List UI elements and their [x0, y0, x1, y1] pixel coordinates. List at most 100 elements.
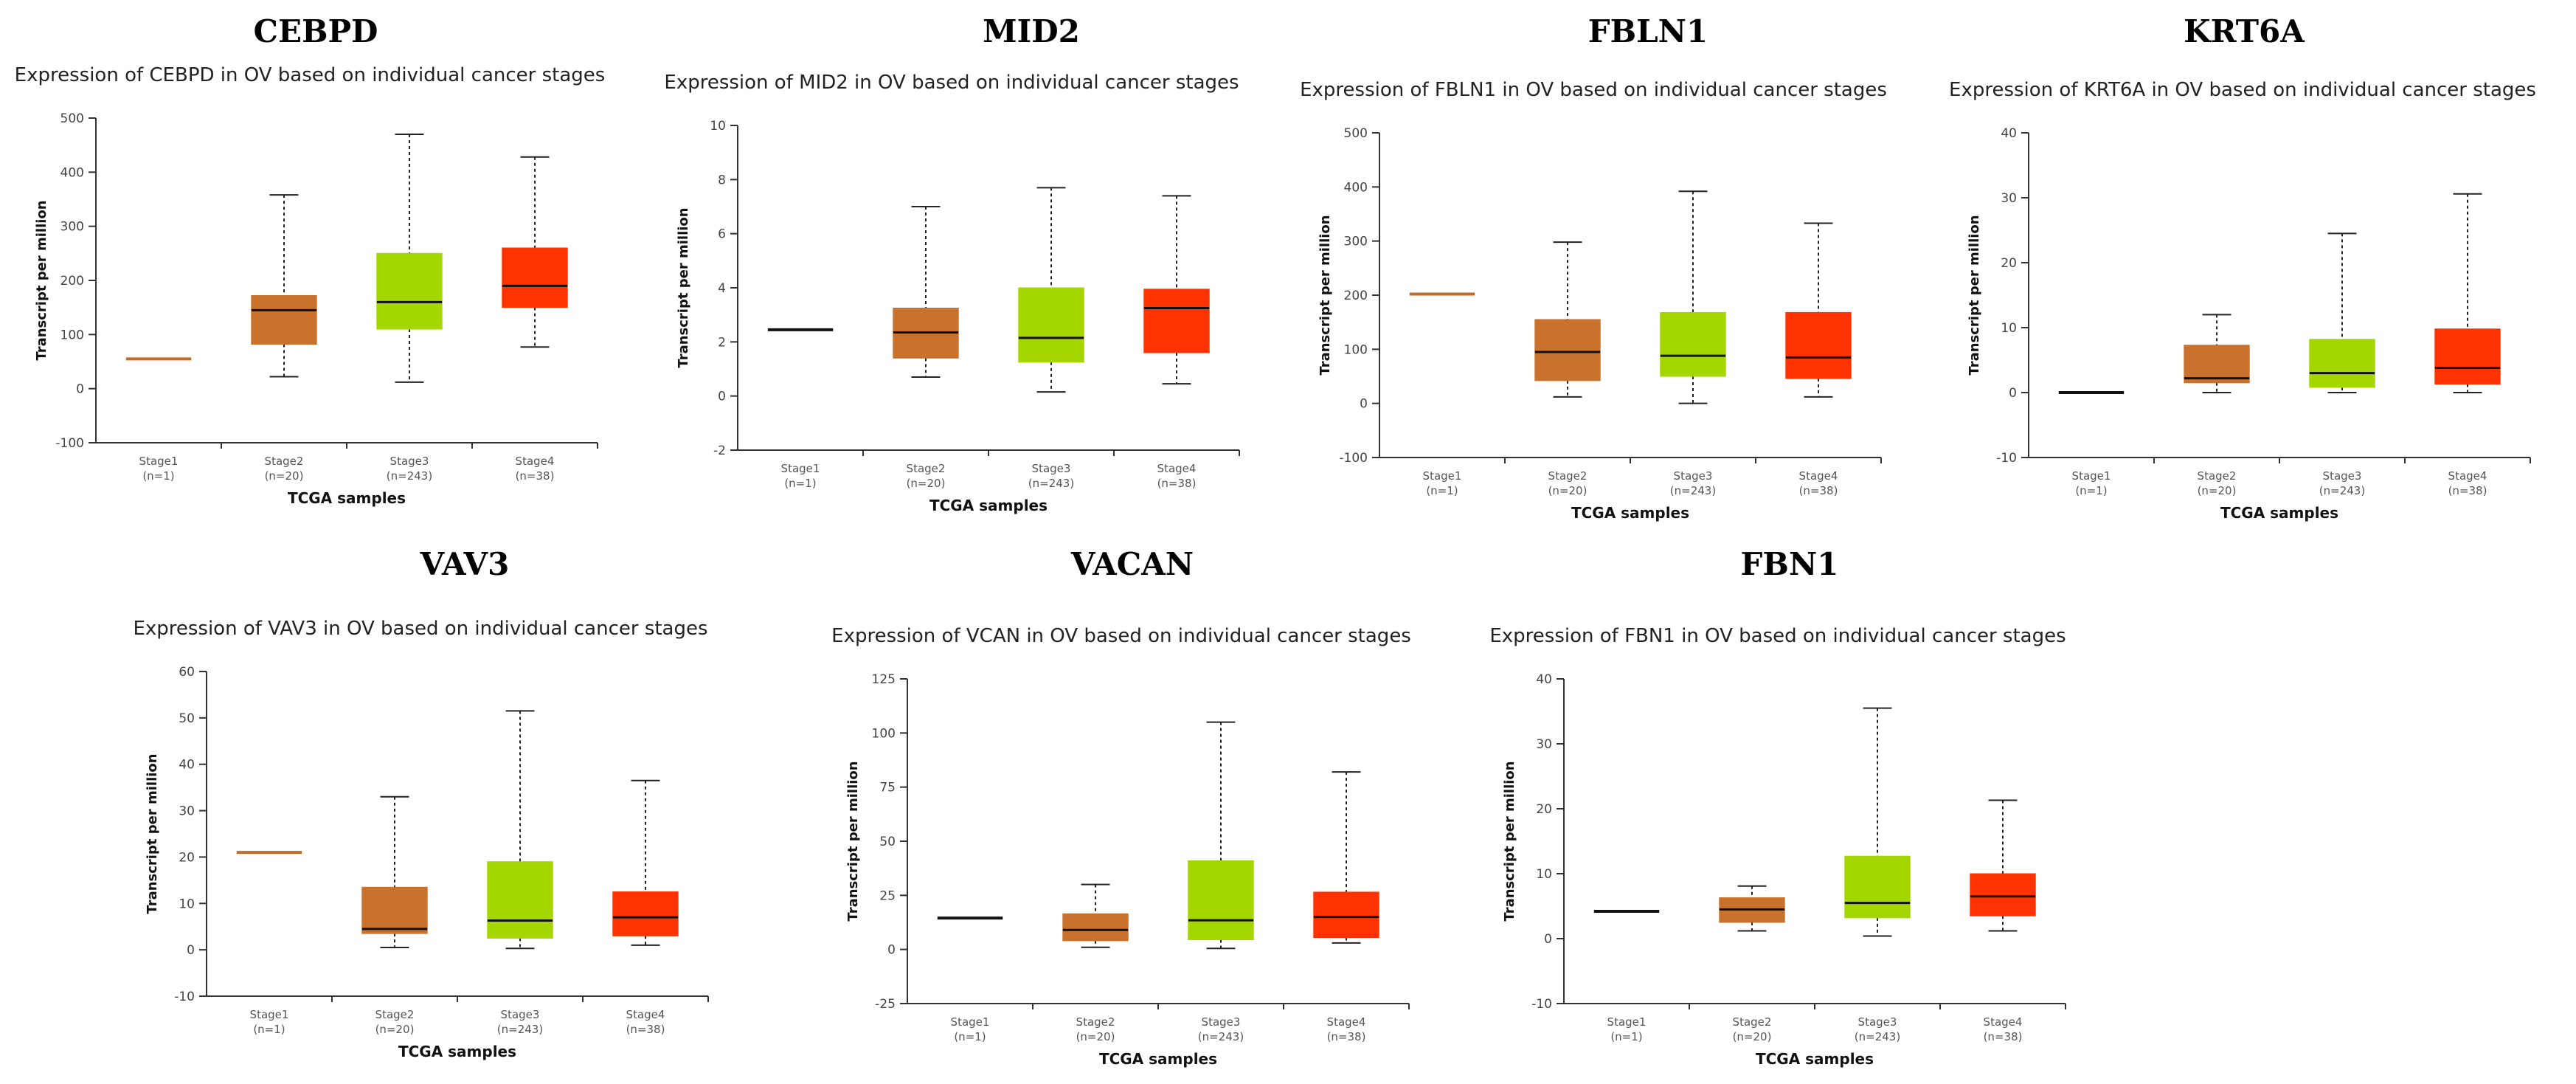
x-axis-label: TCGA samples: [398, 1043, 516, 1060]
iqr-box: [362, 887, 427, 933]
box-stage1: Stage1(n=1): [938, 918, 1033, 1043]
gene-heading-fbln1: FBLN1: [1588, 13, 1708, 49]
x-tick-label-count: (n=1): [1426, 484, 1458, 497]
y-tick-label: 40: [179, 758, 195, 773]
x-tick-label-stage: Stage4: [1327, 1015, 1366, 1029]
box-stage2: Stage2(n=20): [1720, 886, 1815, 1043]
iqr-box: [252, 296, 316, 345]
x-tick-label-count: (n=243): [1855, 1030, 1900, 1043]
iqr-box: [1063, 914, 1128, 941]
y-tick-label: 8: [718, 173, 726, 187]
box-stage3: Stage3(n=243): [1188, 722, 1284, 1043]
y-tick-label: 100: [872, 726, 896, 741]
box-stage2: Stage2(n=20): [362, 797, 457, 1036]
box-stage2: Stage2(n=20): [2184, 314, 2279, 497]
x-tick-label-stage: Stage2: [2198, 469, 2237, 483]
y-tick-label: 0: [2009, 386, 2017, 401]
y-tick-label: 10: [1536, 867, 1552, 882]
iqr-box: [1970, 874, 2035, 916]
x-tick-label-stage: Stage2: [1733, 1015, 1772, 1029]
iqr-box: [613, 892, 678, 936]
chart-title: Expression of KRT6A in OV based on indiv…: [1949, 79, 2536, 101]
box-stage4: Stage4(n=38): [1786, 223, 1881, 497]
x-tick-label-stage: Stage1: [951, 1015, 990, 1029]
y-tick-label: 30: [2001, 191, 2017, 206]
box-stage4: Stage4(n=38): [2435, 194, 2530, 497]
chart-panel-fbn1: Expression of FBN1 in OV based on indivi…: [1490, 620, 2080, 1070]
y-tick-label: 0: [76, 382, 84, 397]
box-stage1: Stage1(n=1): [1594, 911, 1689, 1043]
y-tick-label: 50: [879, 835, 896, 849]
chart-panel-vav3: Expression of VAV3 in OV based on indivi…: [133, 612, 723, 1063]
box-stage2: Stage2(n=20): [1535, 242, 1630, 497]
x-tick-label-count: (n=243): [497, 1023, 543, 1036]
y-tick-label: 500: [1344, 126, 1368, 141]
x-tick-label-count: (n=38): [1327, 1030, 1366, 1043]
y-tick-label: 50: [179, 711, 195, 726]
iqr-box: [1661, 312, 1725, 376]
y-tick-label: -100: [1339, 451, 1368, 466]
x-tick-label-stage: Stage1: [1423, 469, 1462, 483]
x-tick-label-stage: Stage1: [1607, 1015, 1647, 1029]
x-tick-label-stage: Stage2: [1548, 469, 1588, 483]
y-tick-label: 400: [1344, 180, 1368, 195]
x-tick-label-count: (n=20): [907, 477, 946, 490]
box-stage3: Stage3(n=243): [488, 711, 583, 1036]
x-tick-label-stage: Stage3: [1858, 1015, 1897, 1029]
x-tick-label-stage: Stage1: [139, 455, 179, 468]
y-tick-label: 0: [187, 943, 195, 958]
iqr-box: [1314, 892, 1379, 938]
iqr-box: [488, 862, 553, 939]
chart-title: Expression of VCAN in OV based on indivi…: [831, 625, 1411, 647]
x-tick-label-stage: Stage4: [1157, 462, 1197, 475]
iqr-box: [377, 253, 442, 329]
y-tick-label: 20: [2001, 256, 2017, 271]
y-tick-label: 30: [179, 804, 195, 819]
x-axis-label: TCGA samples: [1571, 504, 1689, 522]
x-tick-label-stage: Stage1: [2072, 469, 2111, 483]
y-tick-label: 100: [1344, 342, 1368, 357]
x-tick-label-stage: Stage1: [781, 462, 820, 475]
x-tick-label-count: (n=38): [1984, 1030, 2023, 1043]
x-axis-label: TCGA samples: [2220, 504, 2338, 522]
y-tick-label: 200: [1344, 289, 1368, 303]
x-tick-label-count: (n=243): [1670, 484, 1716, 497]
gene-heading-vacan: VACAN: [1071, 546, 1194, 582]
iqr-box: [1535, 320, 1600, 381]
y-tick-label: -10: [1996, 451, 2017, 466]
iqr-box: [1845, 856, 1910, 918]
x-tick-label-stage: Stage4: [626, 1008, 665, 1021]
y-tick-label: 4: [718, 281, 726, 296]
x-axis-label: TCGA samples: [1756, 1050, 1874, 1068]
y-tick-label: -10: [1531, 997, 1552, 1012]
y-tick-label: -25: [875, 997, 896, 1012]
iqr-box: [1188, 860, 1253, 939]
box-stage4: Stage4 (n=38): [613, 781, 708, 1036]
x-axis-label: TCGA samples: [288, 489, 406, 507]
box-plot-svg: Expression of MID2 in OV based on indivi…: [664, 66, 1254, 517]
box-stage2: Stage2(n=20): [252, 195, 347, 483]
y-tick-label: 0: [887, 943, 896, 958]
chart-title: Expression of VAV3 in OV based on indivi…: [133, 618, 707, 640]
box-stage1: Stage1(n=1): [2059, 393, 2154, 497]
x-tick-label-count: (n=38): [2448, 484, 2487, 497]
chart-title: Expression of MID2 in OV based on indivi…: [664, 72, 1239, 94]
y-tick-label: 125: [872, 672, 896, 687]
gene-heading-cebpd: CEBPD: [254, 13, 378, 49]
chart-panel-cebpd: Expression of CEBPD in OV based on indiv…: [22, 59, 612, 509]
x-tick-label-count: (n=38): [626, 1023, 665, 1036]
chart-panel-vacan: Expression of VCAN in OV based on indivi…: [834, 620, 1424, 1070]
x-axis-label: TCGA samples: [929, 497, 1048, 514]
x-tick-label-count: (n=20): [1076, 1030, 1115, 1043]
y-axis-label: Transcript per million: [34, 200, 49, 360]
x-tick-label-count: (n=243): [1028, 477, 1074, 490]
iqr-box: [1144, 289, 1209, 353]
box-stage3: Stage3(n=243): [1019, 187, 1114, 490]
y-tick-label: 500: [60, 111, 84, 126]
box-plot-svg: Expression of KRT6A in OV based on indiv…: [1955, 74, 2545, 524]
box-plot-svg: Expression of FBLN1 in OV based on indiv…: [1306, 74, 1896, 524]
chart-title: Expression of FBLN1 in OV based on indiv…: [1300, 79, 1887, 101]
x-tick-label-stage: Stage3: [390, 455, 429, 468]
x-tick-label-stage: Stage4: [1799, 469, 1838, 483]
box-plot-svg: Expression of FBN1 in OV based on indivi…: [1490, 620, 2080, 1070]
